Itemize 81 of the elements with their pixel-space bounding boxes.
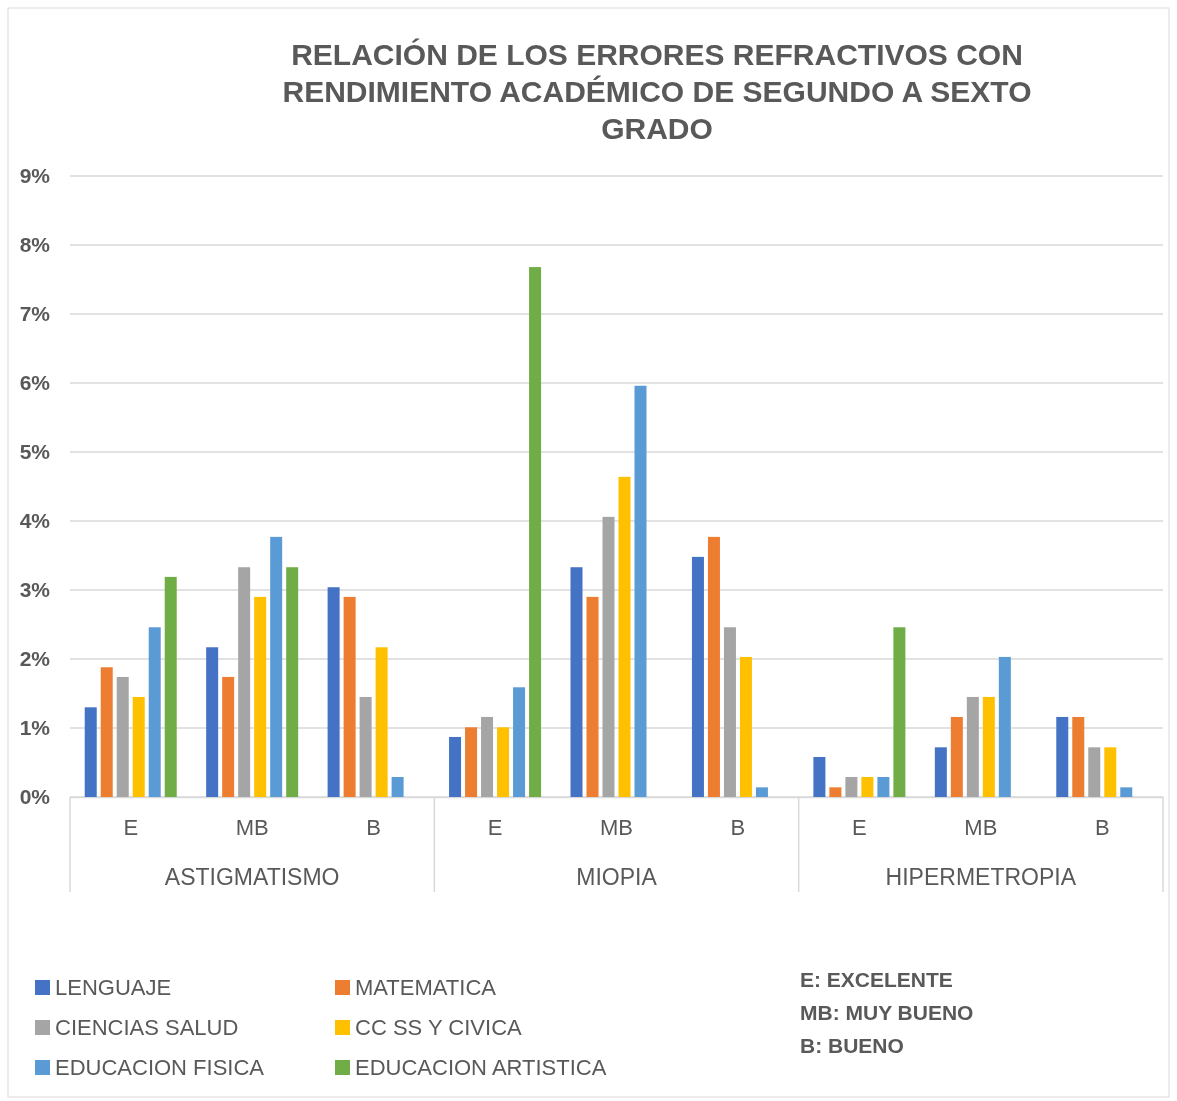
bar xyxy=(132,696,145,797)
bar xyxy=(966,696,979,797)
bar xyxy=(391,776,404,797)
legend-label: LENGUAJE xyxy=(55,975,172,1000)
x-tick-label: MB xyxy=(964,814,998,840)
bar xyxy=(1104,747,1117,797)
bar xyxy=(861,776,874,797)
bar xyxy=(513,687,526,797)
bar xyxy=(845,776,858,797)
text: MIOPIA xyxy=(576,864,658,890)
text: ASTIGMATISMO xyxy=(164,864,340,890)
bar xyxy=(481,716,494,797)
bar xyxy=(375,647,388,797)
bar xyxy=(164,576,177,797)
x-tick-label: B xyxy=(1094,814,1110,840)
y-tick-label: 9% xyxy=(19,164,51,188)
y-tick-label: 6% xyxy=(19,371,51,395)
x-tick-label: E xyxy=(487,814,503,840)
legend-label: CIENCIAS SALUD xyxy=(55,1015,239,1040)
bar xyxy=(359,696,372,797)
y-tick-label: 2% xyxy=(19,647,51,671)
bar xyxy=(829,787,842,797)
chart-title: RELACIÓN DE LOS ERRORES REFRACTIVOS CON RENDIMIENTO ACADÉMICO DE SEGUNDO A SEXTO GRADO xyxy=(282,38,1032,145)
legend-label: EDUCACION FISICA xyxy=(55,1055,265,1080)
text: HIPERMETROPIA xyxy=(885,864,1077,890)
bar xyxy=(691,556,704,797)
bar xyxy=(755,787,768,797)
bar xyxy=(893,627,906,797)
bar xyxy=(602,516,615,797)
bar xyxy=(100,667,113,797)
bar xyxy=(343,596,356,797)
legend-label: EDUCACION ARTISTICA xyxy=(355,1055,607,1080)
bar xyxy=(254,596,267,797)
bar xyxy=(1056,716,1069,797)
text: B: BUENO xyxy=(800,1034,904,1057)
bar xyxy=(497,727,510,797)
bar xyxy=(707,536,720,797)
bar xyxy=(222,676,235,797)
bar xyxy=(634,385,647,797)
bar xyxy=(238,567,251,797)
x-tick-label: B xyxy=(730,814,746,840)
bar xyxy=(270,536,283,797)
bar xyxy=(116,676,129,797)
bar xyxy=(529,267,542,797)
y-tick-label: 3% xyxy=(19,578,51,602)
legend-label: CC SS Y CIVICA xyxy=(355,1015,523,1040)
x-tick-label: B xyxy=(366,814,381,840)
y-tick-label: 4% xyxy=(19,509,51,533)
bar xyxy=(449,736,462,797)
bar xyxy=(982,696,995,797)
bar xyxy=(723,627,736,797)
bar xyxy=(206,647,219,797)
bar xyxy=(586,596,599,797)
x-tick-label: E xyxy=(852,814,867,840)
x-tick-label: MB xyxy=(235,814,269,840)
bar xyxy=(618,476,631,797)
bar xyxy=(1072,716,1085,797)
y-tick-label: 7% xyxy=(19,302,51,326)
text: MB: MUY BUENO xyxy=(800,1001,974,1024)
bar xyxy=(148,627,161,797)
y-tick-label: 0% xyxy=(19,785,51,809)
bar xyxy=(286,567,299,797)
bar xyxy=(327,587,340,797)
bar xyxy=(1120,787,1133,797)
bar xyxy=(1088,747,1101,797)
legend-label: MATEMATICA xyxy=(355,975,497,1000)
x-tick-label: MB xyxy=(600,814,633,840)
bar xyxy=(813,756,826,797)
bar xyxy=(570,567,583,797)
y-tick-label: 8% xyxy=(19,233,51,257)
y-tick-label: 5% xyxy=(19,440,51,464)
bar xyxy=(998,656,1011,797)
bar xyxy=(950,716,963,797)
text: E: EXCELENTE xyxy=(800,968,953,991)
bar xyxy=(877,776,890,797)
bar xyxy=(84,707,97,797)
bar xyxy=(739,656,752,797)
bar xyxy=(465,727,478,797)
y-tick-label: 1% xyxy=(19,716,51,740)
bar xyxy=(934,747,947,797)
x-tick-label: E xyxy=(123,814,139,840)
